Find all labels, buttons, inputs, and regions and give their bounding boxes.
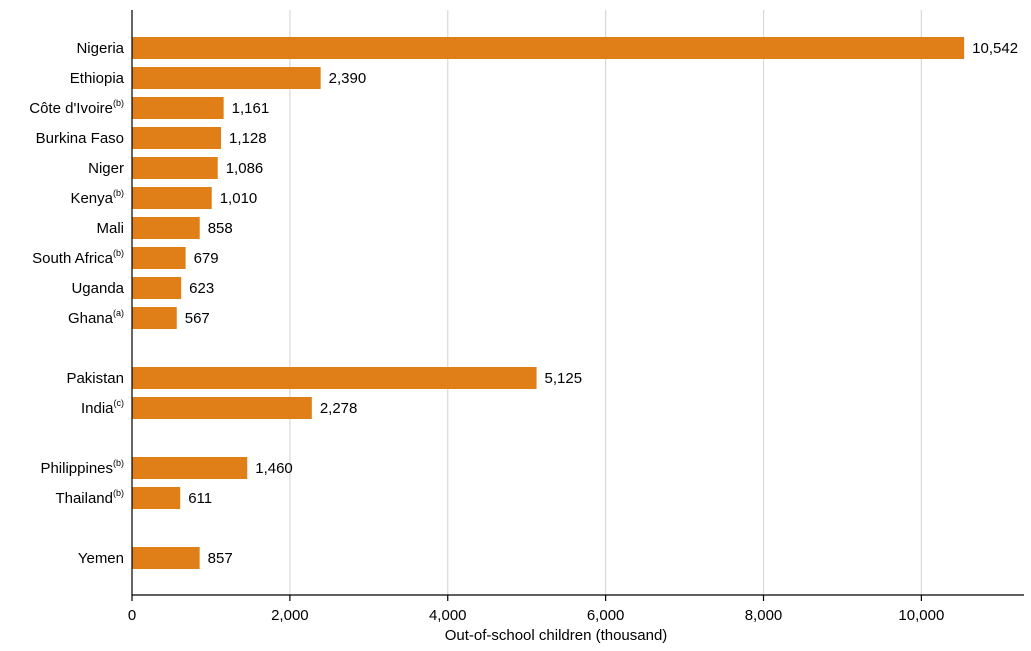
- value-label: 567: [185, 310, 210, 327]
- value-label: 10,542: [972, 40, 1018, 57]
- gridlines: [289, 10, 922, 595]
- bar: [132, 217, 200, 239]
- value-label: 1,161: [232, 100, 270, 117]
- category-name: Kenya: [70, 190, 113, 207]
- value-label: 1,010: [220, 190, 258, 207]
- bar: [132, 277, 182, 299]
- bar: [132, 367, 537, 389]
- value-label: 1,460: [255, 460, 293, 477]
- category-footnote: (a): [113, 308, 124, 318]
- category-label: Ghana(a): [68, 308, 124, 327]
- category-label: Mali: [96, 220, 124, 237]
- bar: [132, 187, 212, 209]
- bars: [132, 37, 965, 569]
- category-label: Nigeria: [76, 40, 124, 57]
- x-tick-label: 10,000: [898, 607, 944, 624]
- category-footnote: (b): [113, 248, 124, 258]
- category-footnote: (b): [113, 458, 124, 468]
- category-name: Nigeria: [76, 40, 124, 57]
- category-name: Philippines: [40, 460, 113, 477]
- x-axis-title: Out-of-school children (thousand): [445, 627, 668, 644]
- category-footnote: (c): [114, 398, 125, 408]
- category-footnote: (b): [113, 488, 124, 498]
- bar: [132, 97, 224, 119]
- category-label: Pakistan: [66, 370, 124, 387]
- bar: [132, 67, 321, 89]
- bar: [132, 397, 312, 419]
- category-name: Yemen: [78, 550, 124, 567]
- category-name: Mali: [96, 220, 124, 237]
- value-label: 1,086: [226, 160, 264, 177]
- category-name: Pakistan: [66, 370, 124, 387]
- bar: [132, 157, 218, 179]
- category-label: Ethiopia: [70, 70, 125, 87]
- value-label: 679: [194, 250, 219, 267]
- category-label: South Africa(b): [32, 248, 124, 267]
- category-label: Uganda: [71, 280, 124, 297]
- value-label: 2,278: [320, 400, 358, 417]
- x-tick-label: 2,000: [271, 607, 309, 624]
- value-label: 2,390: [329, 70, 367, 87]
- category-label: India(c): [81, 398, 124, 417]
- bar: [132, 457, 248, 479]
- category-footnote: (b): [113, 98, 124, 108]
- x-tick-label: 8,000: [745, 607, 783, 624]
- category-label: Burkina Faso: [36, 130, 124, 147]
- category-footnote: (b): [113, 188, 124, 198]
- bar: [132, 547, 200, 569]
- category-name: South Africa: [32, 250, 114, 267]
- category-label: Kenya(b): [70, 188, 124, 207]
- value-label: 858: [208, 220, 233, 237]
- value-label: 5,125: [545, 370, 583, 387]
- category-name: Côte d'Ivoire: [29, 100, 113, 117]
- x-tick-label: 6,000: [587, 607, 625, 624]
- value-label: 623: [189, 280, 214, 297]
- category-label: Thailand(b): [55, 488, 124, 507]
- category-label: Côte d'Ivoire(b): [29, 98, 124, 117]
- x-tick-label: 4,000: [429, 607, 467, 624]
- category-name: Uganda: [71, 280, 124, 297]
- category-name: Burkina Faso: [36, 130, 124, 147]
- x-tick-label: 0: [128, 607, 136, 624]
- value-label: 611: [188, 490, 212, 507]
- category-name: Thailand: [55, 490, 113, 507]
- category-name: India: [81, 400, 114, 417]
- bar: [132, 37, 965, 59]
- value-label: 1,128: [229, 130, 267, 147]
- category-name: Ghana: [68, 310, 114, 327]
- bar: [132, 127, 222, 149]
- bar: [132, 307, 177, 329]
- bar: [132, 487, 181, 509]
- category-name: Niger: [88, 160, 124, 177]
- value-label: 857: [208, 550, 233, 567]
- bar: [132, 247, 186, 269]
- value-labels: 10,542 2,390 1,161 1,128 1,086 1,010 858 679 623…: [185, 40, 1018, 567]
- category-label: Yemen: [78, 550, 124, 567]
- x-axis-ticks: 0 2,000 4,000 6,000 8,000 10,000: [128, 595, 944, 624]
- category-name: Ethiopia: [70, 70, 125, 87]
- category-label: Niger: [88, 160, 124, 177]
- category-label: Philippines(b): [40, 458, 124, 477]
